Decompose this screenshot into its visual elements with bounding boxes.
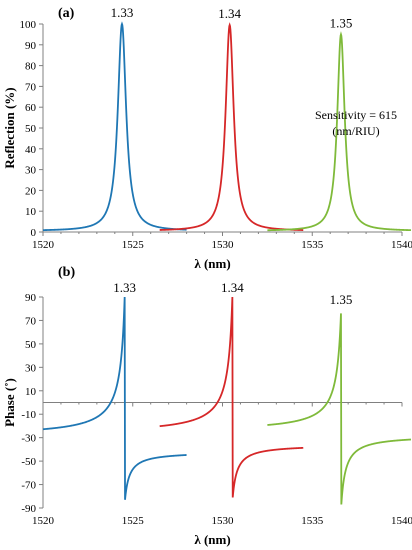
chart-panel-a: 0 10 20 30 40 50 60 70 80 90 100 1520 1525 1530 1535 15… <box>2 5 412 271</box>
x-tick-label: 1540 <box>391 239 412 251</box>
y-axis-title: Phase (˚) <box>2 378 17 427</box>
x-tick-label: 1525 <box>122 515 145 527</box>
x-tick-label: 1540 <box>391 515 412 527</box>
y-axis-title: Reflection (%) <box>2 87 17 168</box>
x-axis-title: λ (nm) <box>194 532 230 547</box>
series-line-1-34 <box>159 296 304 498</box>
series-line-1-33 <box>42 296 187 500</box>
x-tick-label: 1520 <box>32 239 55 251</box>
x-tick-label: 1525 <box>122 239 145 251</box>
series-line-1-35 <box>267 313 412 505</box>
series-label-1-33: 1.33 <box>111 5 134 20</box>
y-tick-label: 90 <box>25 292 37 304</box>
x-tick-label: 1520 <box>32 515 55 527</box>
y-tick-label: 50 <box>25 339 37 351</box>
series-label-1-34: 1.34 <box>221 280 244 295</box>
y-tick-label: 100 <box>20 19 37 31</box>
chart-panel-b: -90 -70 -50 -30 -10 10 30 50 70 90 1520 1525 1530 153… <box>2 265 412 547</box>
series-label-1-33: 1.33 <box>113 280 136 295</box>
panel-label: (b) <box>58 265 75 280</box>
y-tick-label: 80 <box>25 61 37 73</box>
x-tick-label: 1530 <box>212 239 235 251</box>
y-tick-label: -90 <box>21 503 36 515</box>
y-tick-label: -30 <box>21 433 36 445</box>
y-tick-label: 30 <box>25 362 37 374</box>
sensitivity-unit-annotation: (nm/RIU) <box>332 124 379 138</box>
series-line-1-33 <box>42 21 187 232</box>
y-tick-label: 40 <box>25 144 37 156</box>
series-line-1-34 <box>159 22 304 231</box>
series-label-1-35: 1.35 <box>330 15 353 30</box>
y-tick-label: -10 <box>21 409 36 421</box>
y-tick-label: 20 <box>25 185 37 197</box>
panel-label: (a) <box>58 6 75 21</box>
y-tick-label: 30 <box>25 165 37 177</box>
series-label-1-34: 1.34 <box>218 6 241 21</box>
y-tick-label: -50 <box>21 456 36 468</box>
y-tick-label: -70 <box>21 480 36 492</box>
sensitivity-annotation: Sensitivity = 615 <box>315 108 397 122</box>
y-tick-label: 10 <box>25 206 37 218</box>
y-tick-label: 60 <box>25 102 37 114</box>
series-line-1-35 <box>267 31 411 232</box>
y-tick-label: 50 <box>25 123 37 135</box>
x-tick-label: 1535 <box>301 515 324 527</box>
x-axis-title: λ (nm) <box>194 256 230 271</box>
y-tick-label: 90 <box>25 40 37 52</box>
y-tick-label: 10 <box>25 386 37 398</box>
x-tick-label: 1535 <box>301 239 324 251</box>
x-tick-label: 1530 <box>212 515 235 527</box>
y-tick-label: 0 <box>31 227 37 239</box>
y-tick-label: 70 <box>25 315 37 327</box>
y-tick-label: 70 <box>25 81 37 93</box>
series-label-1-35: 1.35 <box>330 292 353 307</box>
